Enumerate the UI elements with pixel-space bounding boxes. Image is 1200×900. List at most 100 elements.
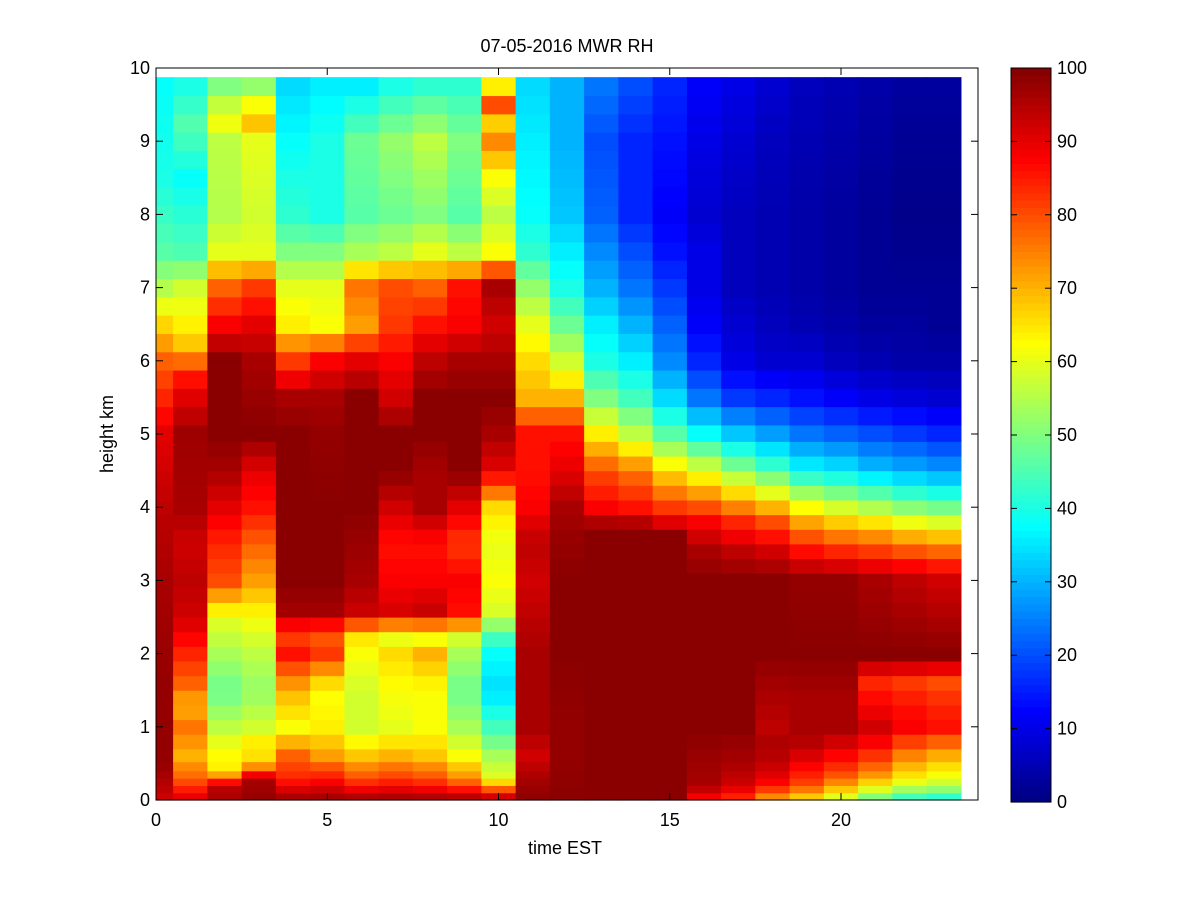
heatmap-cell — [447, 132, 482, 151]
colorbar-segment — [1011, 383, 1051, 392]
heatmap-cell — [755, 315, 791, 334]
heatmap-cell — [173, 113, 208, 133]
heatmap-cell — [858, 573, 893, 589]
heatmap-cell — [515, 223, 551, 243]
heatmap-cell — [789, 792, 825, 801]
heatmap-cell — [481, 573, 517, 589]
colorbar-segment — [1011, 713, 1051, 722]
heatmap-cell — [378, 278, 414, 298]
colorbar-segment — [1011, 244, 1051, 253]
heatmap-cell — [515, 704, 551, 721]
heatmap-cell — [344, 95, 380, 115]
heatmap-cell — [926, 351, 962, 371]
heatmap-cell — [481, 406, 517, 426]
heatmap-cell — [549, 186, 585, 206]
heatmap-cell — [686, 470, 722, 486]
heatmap-cell — [892, 587, 928, 603]
heatmap-cell — [241, 761, 277, 772]
heatmap-cell — [892, 792, 928, 801]
heatmap-cell — [823, 543, 859, 560]
colorbar-segment — [1011, 214, 1051, 223]
heatmap-cell — [412, 205, 448, 225]
heatmap-cell — [156, 278, 174, 298]
heatmap-cell — [275, 388, 311, 408]
heatmap-cell — [858, 602, 893, 618]
heatmap-cell — [412, 470, 448, 486]
heatmap-cell — [549, 587, 585, 603]
heatmap-cell — [823, 761, 859, 772]
heatmap-cell — [755, 77, 791, 97]
heatmap-cell — [789, 719, 825, 735]
heatmap-cell — [241, 617, 277, 633]
heatmap-cell — [515, 455, 551, 472]
heatmap-cell — [447, 388, 482, 408]
heatmap-cell — [310, 424, 345, 442]
colorbar-segment — [1011, 346, 1051, 355]
colorbar-segment — [1011, 148, 1051, 157]
heatmap-cell — [926, 719, 962, 735]
heatmap-cell — [686, 205, 722, 225]
heatmap-cell — [481, 514, 517, 530]
heatmap-cell — [926, 690, 962, 706]
heatmap-cell — [618, 770, 654, 779]
heatmap-cell — [584, 617, 619, 633]
heatmap-cell — [721, 631, 756, 647]
heatmap-cell — [515, 543, 551, 560]
heatmap-cell — [275, 660, 311, 677]
colorbar-segment — [1011, 596, 1051, 605]
heatmap-cell — [515, 278, 551, 298]
heatmap-cell — [173, 315, 208, 334]
heatmap-cell — [686, 631, 722, 647]
heatmap-cell — [789, 455, 825, 472]
heatmap-cell — [241, 690, 277, 706]
heatmap-cell — [481, 186, 517, 206]
heatmap-cell — [789, 296, 825, 316]
colorbar-segment — [1011, 640, 1051, 649]
heatmap-cell — [584, 186, 619, 206]
heatmap-cell — [823, 770, 859, 779]
heatmap-cell — [584, 241, 619, 261]
heatmap-cell — [652, 770, 688, 779]
colorbar-segment — [1011, 222, 1051, 231]
heatmap-cell — [412, 704, 448, 721]
heatmap-cell — [344, 778, 380, 786]
heatmap-cell — [755, 186, 791, 206]
heatmap-cell — [412, 315, 448, 334]
heatmap-cell — [584, 95, 619, 115]
heatmap-cell — [378, 704, 414, 721]
heatmap-cell — [652, 441, 688, 457]
heatmap-cell — [481, 704, 517, 721]
heatmap-cell — [310, 514, 345, 530]
heatmap-cell — [549, 485, 585, 501]
heatmap-cell — [686, 132, 722, 151]
heatmap-cell — [515, 205, 551, 225]
heatmap-cell — [412, 646, 448, 662]
heatmap-cell — [344, 514, 380, 530]
heatmap-cell — [789, 675, 825, 691]
heatmap-cell — [926, 785, 962, 794]
heatmap-cell — [481, 617, 517, 633]
heatmap-cell — [755, 761, 791, 772]
heatmap-cell — [926, 95, 962, 115]
heatmap-cell — [584, 168, 619, 188]
heatmap-cell — [156, 186, 174, 206]
heatmap-cell — [344, 223, 380, 243]
heatmap-cell — [926, 296, 962, 316]
heatmap-cell — [207, 785, 243, 794]
heatmap-cell — [549, 543, 585, 560]
heatmap-cell — [275, 719, 311, 735]
heatmap-cell — [207, 186, 243, 206]
heatmap-cell — [926, 514, 962, 530]
heatmap-cell — [584, 792, 619, 801]
heatmap-cell — [892, 441, 928, 457]
heatmap-cell — [481, 241, 517, 261]
heatmap-cell — [412, 748, 448, 763]
heatmap-cell — [823, 617, 859, 633]
heatmap-cell — [584, 631, 619, 647]
heatmap-cell — [173, 351, 208, 371]
heatmap-cell — [412, 778, 448, 786]
heatmap-cell — [858, 778, 893, 786]
heatmap-cell — [378, 113, 414, 133]
colorbar-segment — [1011, 603, 1051, 612]
heatmap-cell — [858, 660, 893, 677]
